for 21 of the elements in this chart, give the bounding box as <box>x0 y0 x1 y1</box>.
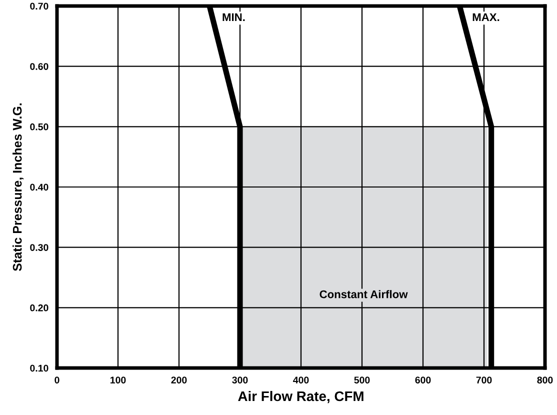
x-tick-label: 300 <box>232 376 248 384</box>
annotation: Constant Airflow <box>320 290 408 298</box>
y-tick-label: 0.40 <box>30 184 48 191</box>
series-label: MAX. <box>472 13 500 21</box>
x-tick-label: 0 <box>54 376 60 384</box>
y-tick-label: 0.20 <box>30 304 48 312</box>
y-tick-label: 0.50 <box>30 123 48 130</box>
x-tick-label: 500 <box>354 376 370 384</box>
y-tick-label: 0.70 <box>30 2 48 10</box>
x-tick-label: 700 <box>476 376 492 384</box>
y-axis-title: Static Pressure, Inches W.G. <box>12 103 24 272</box>
x-tick-label: 400 <box>293 376 309 384</box>
y-tick-label: 0.10 <box>30 364 48 372</box>
x-tick-label: 600 <box>415 376 431 384</box>
x-axis-title: Air Flow Rate, CFM <box>238 390 364 404</box>
x-tick-label: 100 <box>110 376 126 384</box>
x-tick-label: 200 <box>171 376 187 384</box>
y-tick-label: 0.30 <box>30 244 48 251</box>
series-label: MIN. <box>222 13 245 21</box>
y-tick-label: 0.60 <box>30 63 48 70</box>
x-tick-label: 800 <box>537 376 553 384</box>
